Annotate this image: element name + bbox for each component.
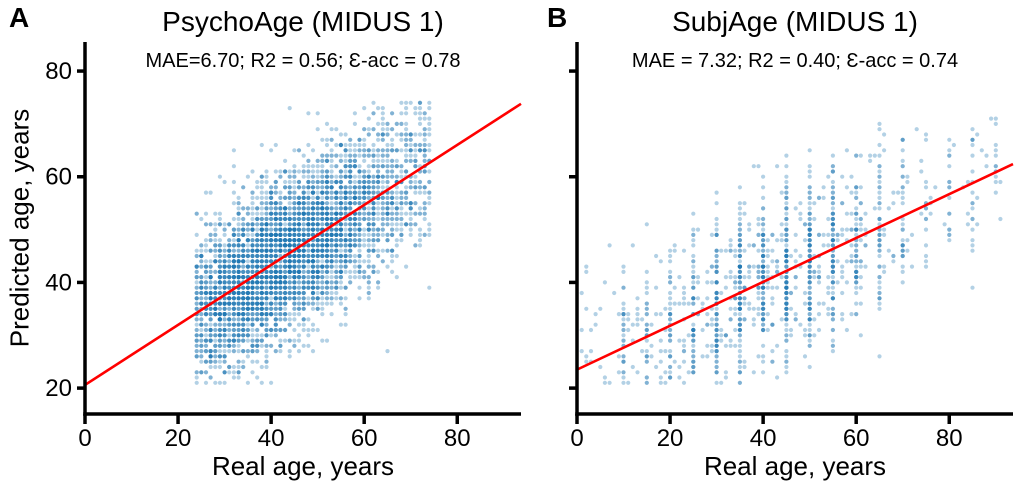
panel-b-title: SubjAge (MIDUS 1)	[672, 6, 918, 37]
svg-text:20: 20	[45, 375, 72, 402]
panel-a-x-axis-label: Real age, years	[211, 451, 395, 481]
y-axis-label: Predicted age, years	[4, 108, 35, 348]
axes-b	[569, 42, 1013, 424]
svg-text:40: 40	[45, 269, 72, 296]
panel-b-letter: B	[547, 2, 568, 33]
scatter-points-b	[579, 116, 1003, 385]
fit-line-b	[576, 162, 1014, 371]
panel-b-stats-label: MAE = 7.32; R2 = 0.40; Ɛ-acc = 0.74	[631, 50, 959, 72]
panel-a-title: PsychoAge (MIDUS 1)	[162, 6, 444, 37]
svg-text:0: 0	[78, 425, 91, 452]
svg-text:40: 40	[258, 425, 285, 452]
svg-text:60: 60	[351, 425, 378, 452]
axes-a	[77, 42, 521, 424]
panel-a-letter: A	[9, 2, 30, 33]
panel-b-x-axis-label: Real age, years	[703, 451, 887, 481]
panel-a-stats-label: MAE=6.70; R2 = 0.56; Ɛ-acc = 0.78	[145, 50, 461, 72]
tick-labels-b: 0 20 40 60 80	[570, 425, 962, 452]
svg-text:60: 60	[45, 164, 72, 191]
fit-line-a	[84, 102, 522, 387]
svg-text:20: 20	[165, 425, 192, 452]
svg-text:80: 80	[444, 425, 471, 452]
scatter-points-a	[194, 100, 432, 385]
panel-b: 0 20 40 60 80	[569, 42, 1014, 452]
svg-text:80: 80	[45, 58, 72, 85]
